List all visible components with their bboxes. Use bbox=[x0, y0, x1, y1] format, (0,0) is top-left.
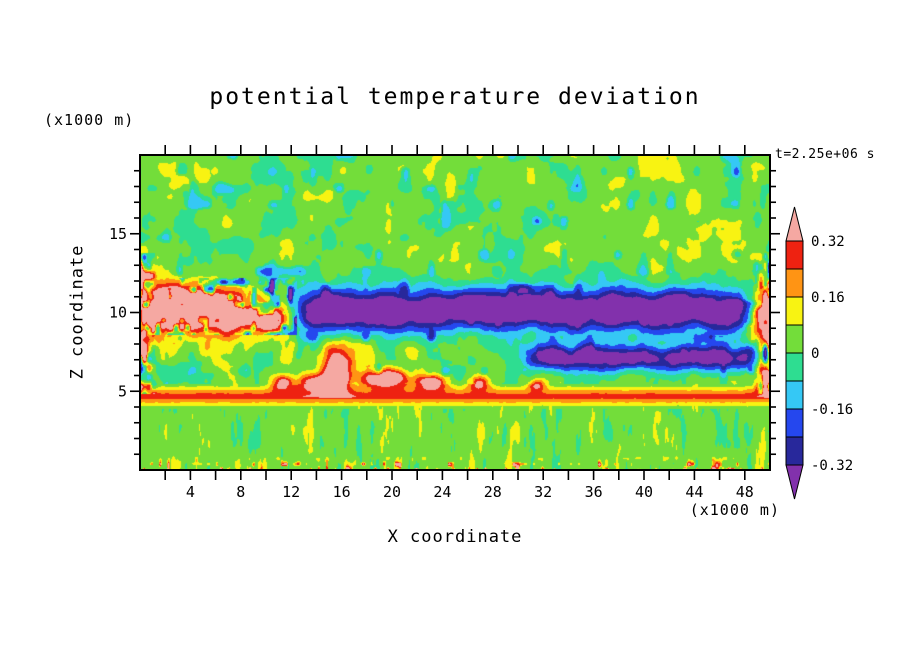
svg-text:4: 4 bbox=[186, 483, 195, 501]
colorbar bbox=[785, 206, 804, 500]
colorbar-band bbox=[785, 408, 804, 438]
svg-text:32: 32 bbox=[534, 483, 552, 501]
svg-text:12: 12 bbox=[282, 483, 300, 501]
colorbar-band bbox=[785, 240, 804, 270]
y-axis-label: Z coordinate bbox=[67, 244, 88, 380]
time-annotation: t=2.25e+06 s bbox=[775, 147, 875, 162]
chart-title: potential temperature deviation bbox=[209, 84, 701, 110]
svg-text:-0.32: -0.32 bbox=[811, 458, 853, 474]
svg-text:-0.16: -0.16 bbox=[811, 402, 853, 418]
y-tick-labels: 5 10 15 bbox=[109, 225, 127, 401]
colorbar-band bbox=[785, 296, 804, 326]
colorbar-band bbox=[785, 352, 804, 382]
colorbar-under-arrow bbox=[785, 464, 804, 500]
svg-text:20: 20 bbox=[383, 483, 401, 501]
svg-text:48: 48 bbox=[736, 483, 754, 501]
svg-text:15: 15 bbox=[109, 225, 127, 243]
svg-text:0: 0 bbox=[811, 346, 819, 362]
x-axis-units: (x1000 m) bbox=[689, 501, 780, 519]
svg-text:0.16: 0.16 bbox=[811, 290, 845, 306]
svg-text:40: 40 bbox=[635, 483, 653, 501]
contour-field-canvas bbox=[140, 155, 770, 470]
svg-text:44: 44 bbox=[685, 483, 703, 501]
svg-text:36: 36 bbox=[585, 483, 603, 501]
colorbar-band bbox=[785, 436, 804, 466]
colorbar-band bbox=[785, 268, 804, 298]
svg-text:28: 28 bbox=[484, 483, 502, 501]
svg-text:5: 5 bbox=[118, 382, 127, 400]
svg-text:10: 10 bbox=[109, 304, 127, 322]
svg-text:24: 24 bbox=[433, 483, 451, 501]
x-axis-label: X coordinate bbox=[387, 527, 523, 547]
colorbar-band bbox=[785, 324, 804, 354]
x-tick-labels: 4 8 12 16 20 24 28 32 36 40 44 48 bbox=[186, 483, 754, 501]
svg-text:16: 16 bbox=[333, 483, 351, 501]
svg-text:8: 8 bbox=[236, 483, 245, 501]
colorbar-band bbox=[785, 380, 804, 410]
colorbar-labels: 0.32 0.16 0 -0.16 -0.32 bbox=[811, 234, 853, 474]
y-axis-units: (x1000 m) bbox=[44, 111, 135, 129]
colorbar-over-arrow bbox=[785, 206, 804, 242]
svg-text:0.32: 0.32 bbox=[811, 234, 845, 250]
